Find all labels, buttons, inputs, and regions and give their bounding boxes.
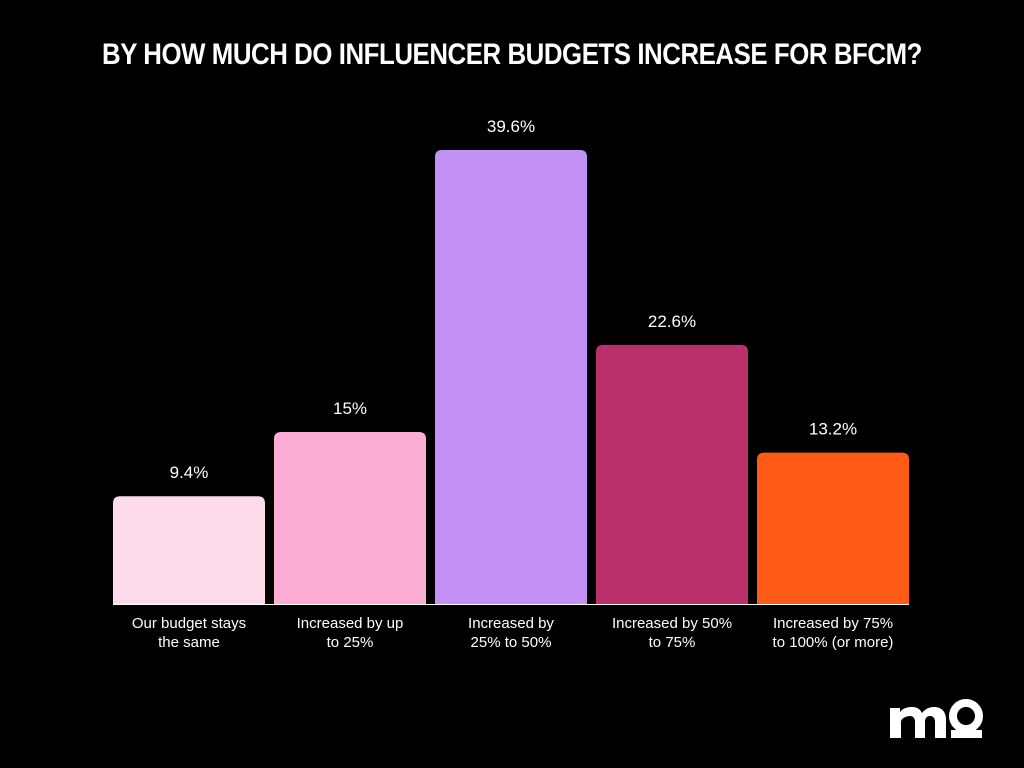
category-label-2-line-0: Increased by <box>468 615 554 632</box>
value-label-2: 39.6% <box>487 117 535 136</box>
category-label-3-line-1: to 75% <box>649 634 696 651</box>
category-label-3-line-0: Increased by 50% <box>612 615 732 632</box>
value-label-3: 22.6% <box>648 312 696 331</box>
bar-0 <box>113 496 265 604</box>
category-label-1-line-1: to 25% <box>327 634 374 651</box>
value-label-1: 15% <box>333 399 367 418</box>
bar-2 <box>435 150 587 604</box>
bar-1 <box>274 432 426 604</box>
value-label-4: 13.2% <box>809 420 857 439</box>
category-label-0-line-1: the same <box>158 634 220 651</box>
category-label-0-line-0: Our budget stays <box>132 615 246 632</box>
category-label-4-line-1: to 100% (or more) <box>773 634 894 651</box>
bar-4 <box>757 452 909 604</box>
category-label-4-line-0: Increased by 75% <box>773 615 893 632</box>
brand-logo <box>890 699 983 738</box>
category-label-1-line-0: Increased by up <box>297 615 404 632</box>
chart-title: BY HOW MUCH DO INFLUENCER BUDGETS INCREA… <box>102 38 922 71</box>
value-label-0: 9.4% <box>170 463 209 482</box>
category-label-2-line-1: 25% to 50% <box>471 634 552 651</box>
bar-3 <box>596 344 748 604</box>
